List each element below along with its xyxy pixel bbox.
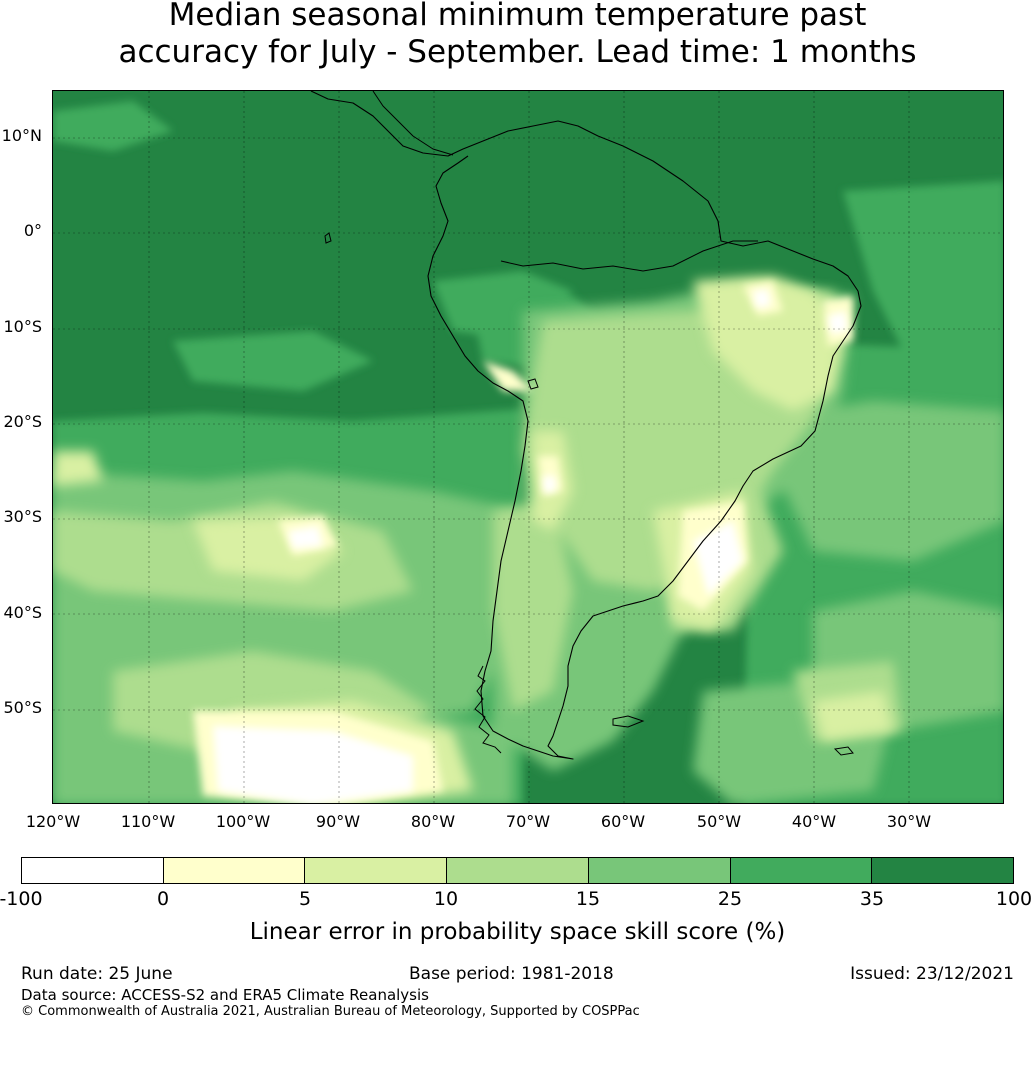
map-title-line-1: Median seasonal minimum temperature past	[168, 0, 867, 33]
colorbar-segment-neg100-0	[22, 858, 164, 883]
colorbar-segment-35-100	[872, 858, 1014, 883]
skill-class-neg100-0	[213, 289, 848, 803]
colorbar-tick-25: 25	[717, 888, 743, 910]
colorbar-tick-100: 100	[995, 888, 1033, 910]
lat-label-20s: 20°S	[3, 412, 42, 431]
lon-label-70w: 70°W	[505, 812, 551, 831]
lat-label-30s: 30°S	[3, 507, 42, 526]
lon-label-100w: 100°W	[215, 812, 271, 831]
lon-label-60w: 60°W	[600, 812, 646, 831]
base-period: Base period: 1981-2018	[409, 964, 614, 984]
colorbar-tick-0: 0	[156, 888, 170, 910]
islands	[324, 232, 854, 756]
colorbar-label: Linear error in probability space skill …	[249, 919, 786, 945]
lon-label-110w: 110°W	[120, 812, 176, 831]
colorbar-tick-10: 10	[433, 888, 459, 910]
colorbar-segment-25-35	[730, 858, 873, 883]
coastline-south-america	[310, 91, 862, 760]
map-canvas	[53, 91, 1003, 803]
issued-date: Issued: 23/12/2021	[850, 964, 1014, 984]
lon-label-120w: 120°W	[25, 812, 81, 831]
colorbar-segment-10-15	[447, 858, 589, 883]
colorbar-tick-neg100: -100	[0, 888, 43, 910]
lon-label-90w: 90°W	[315, 812, 361, 831]
amazon-river	[500, 240, 758, 272]
coastline-central-america	[372, 91, 454, 156]
colorbar	[21, 857, 1014, 884]
copyright: © Commonwealth of Australia 2021, Austra…	[21, 1004, 640, 1019]
colorbar-segment-5-10	[305, 858, 448, 883]
lat-label-0: 0°	[23, 221, 42, 240]
lat-label-50s: 50°S	[3, 698, 42, 717]
colorbar-tick-35: 35	[859, 888, 885, 910]
lat-label-40s: 40°S	[3, 603, 42, 622]
colorbar-tick-5: 5	[298, 888, 312, 910]
lon-label-80w: 80°W	[410, 812, 456, 831]
run-date: Run date: 25 June	[21, 964, 173, 984]
lon-label-40w: 40°W	[791, 812, 837, 831]
colorbar-segment-15-25	[588, 858, 731, 883]
lat-label-10s: 10°S	[3, 317, 42, 336]
map-title-line-2: accuracy for July - September. Lead time…	[118, 34, 917, 70]
data-source: Data source: ACCESS-S2 and ERA5 Climate …	[21, 986, 429, 1004]
patagonia-fjords	[474, 665, 502, 754]
skill-score-map	[52, 90, 1004, 804]
lon-label-30w: 30°W	[886, 812, 932, 831]
colorbar-tick-15: 15	[575, 888, 601, 910]
lon-label-50w: 50°W	[696, 812, 742, 831]
lat-label-10n: 10°N	[1, 126, 42, 145]
map-gridlines	[53, 91, 1003, 803]
colorbar-segment-0-5	[163, 858, 306, 883]
